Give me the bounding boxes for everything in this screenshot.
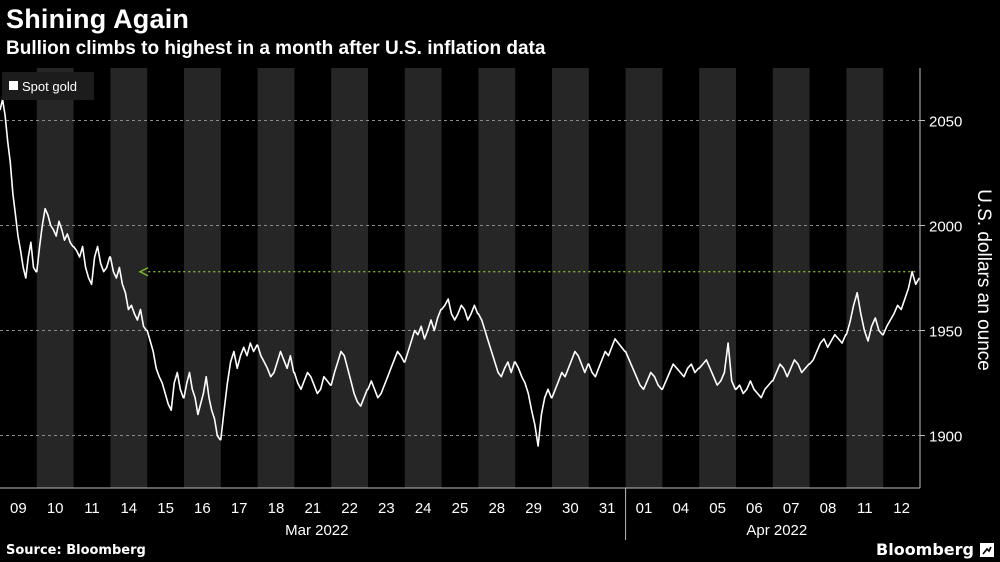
x-tick-label: 16 xyxy=(194,500,211,517)
day-band xyxy=(772,68,810,488)
y-tick-label: 2000 xyxy=(929,219,962,236)
spot-gold-line xyxy=(0,98,920,447)
legend: Spot gold xyxy=(2,72,94,100)
x-tick-label: 22 xyxy=(341,500,358,517)
series-layer xyxy=(0,98,920,447)
day-band xyxy=(257,68,295,488)
chart-title: Shining Again xyxy=(6,4,190,34)
x-tick-label: 05 xyxy=(709,500,726,517)
chart-subtitle: Bullion climbs to highest in a month aft… xyxy=(6,38,546,59)
x-tick-label: 11 xyxy=(857,500,873,517)
x-tick-label: 09 xyxy=(10,500,27,517)
x-tick-label: 01 xyxy=(636,500,653,517)
day-band xyxy=(404,68,442,488)
x-tick-label: 23 xyxy=(378,500,395,517)
source-note: Source: Bloomberg xyxy=(6,543,146,558)
y-axis-title: U.S. dollars an ounce xyxy=(973,189,994,371)
month-label-mar: Mar 2022 xyxy=(285,522,348,539)
x-tick-label: 30 xyxy=(562,500,579,517)
alternating-day-bands xyxy=(36,68,884,488)
brand-logo-text: Bloomberg xyxy=(876,540,974,559)
x-tick-label: 11 xyxy=(84,500,100,517)
level-arrow xyxy=(138,267,916,277)
legend-swatch xyxy=(9,81,18,90)
x-tick-label: 04 xyxy=(672,500,689,517)
x-tick-label: 10 xyxy=(47,500,64,517)
x-tick-label: 06 xyxy=(746,500,763,517)
y-tick-label: 1950 xyxy=(929,324,962,341)
x-tick-label: 08 xyxy=(820,500,837,517)
x-tick-label: 15 xyxy=(157,500,174,517)
brand-mark-icon xyxy=(980,543,994,557)
x-tick-label: 24 xyxy=(415,500,432,517)
x-tick-label: 12 xyxy=(893,500,910,517)
x-tick-label: 14 xyxy=(120,500,137,517)
day-band xyxy=(625,68,663,488)
x-tick-label: 21 xyxy=(304,500,321,517)
legend-label: Spot gold xyxy=(22,79,77,94)
x-tick-label: 25 xyxy=(452,500,469,517)
x-tick-label: 29 xyxy=(525,500,542,517)
x-tick-label: 17 xyxy=(231,500,248,517)
day-band xyxy=(846,68,884,488)
axes: 1900 1950 2000 2050 U.S. dollars an ounce 09 1… xyxy=(0,68,994,540)
day-band xyxy=(699,68,736,488)
day-band xyxy=(478,68,516,488)
day-band xyxy=(331,68,368,488)
y-tick-label: 2050 xyxy=(929,114,962,131)
day-band xyxy=(552,68,589,488)
y-tick-label: 1900 xyxy=(929,429,962,446)
x-tick-label: 28 xyxy=(488,500,505,517)
month-label-apr: Apr 2022 xyxy=(746,522,807,539)
day-band xyxy=(36,68,74,488)
arrow-head xyxy=(138,267,149,277)
x-tick-label: 18 xyxy=(268,500,285,517)
x-tick-label: 07 xyxy=(783,500,800,517)
x-tick-label: 31 xyxy=(599,500,616,517)
